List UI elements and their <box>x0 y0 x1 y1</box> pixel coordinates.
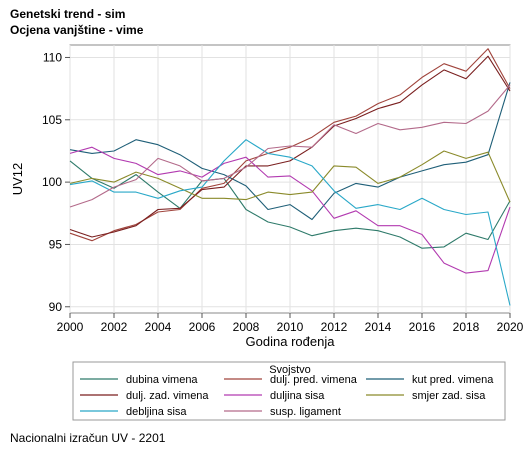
legend-item: dulj. zad. vimena <box>80 390 209 402</box>
legend-label: kut pred. vimena <box>412 374 494 386</box>
axes: 2000 2002 2004 2006 2008 2010 2012 2014 2016 2018… <box>42 50 524 334</box>
x-tick-label: 2008 <box>233 320 260 334</box>
y-axis-title: UV12 <box>10 163 25 196</box>
series-line-kut-pred-vimena <box>69 82 511 221</box>
series-line-smjer-zad-sisa <box>69 150 511 203</box>
x-tick-label: 2004 <box>145 320 172 334</box>
legend-item: kut pred. vimena <box>366 374 494 386</box>
legend-label: smjer zad. sisa <box>412 390 486 402</box>
series-line-susp-ligament <box>69 84 511 208</box>
legend-title: Svojstvo <box>269 364 311 376</box>
legend-label: dulj. zad. vimena <box>126 390 209 402</box>
y-tick-label: 105 <box>42 113 62 127</box>
series-line-duljina-sisa <box>69 146 511 274</box>
series-line-debljina-sisa <box>69 139 511 306</box>
chart-subtitle: Ocjena vanjštine - vime <box>10 23 144 37</box>
legend-item: dulj. pred. vimena <box>224 374 358 386</box>
legend-label: dubina vimena <box>126 374 198 386</box>
series-line-dulj-zad-vimena <box>69 55 511 238</box>
x-axis-title: Godina rođenja <box>246 334 336 349</box>
x-tick-label: 2014 <box>365 320 392 334</box>
legend-item: smjer zad. sisa <box>366 390 486 402</box>
legend-label: duljina sisa <box>270 390 325 402</box>
footer-note: Nacionalni izračun UV - 2201 <box>10 431 166 445</box>
y-tick-label: 95 <box>49 237 63 251</box>
legend-item: dubina vimena <box>80 374 198 386</box>
x-tick-label: 2018 <box>453 320 480 334</box>
x-tick-label: 2000 <box>57 320 84 334</box>
chart-title: Genetski trend - sim <box>10 7 126 21</box>
legend-item: debljina sisa <box>80 406 187 418</box>
x-tick-label: 2010 <box>277 320 304 334</box>
series-lines <box>69 48 511 306</box>
legend-item: duljina sisa <box>224 390 325 402</box>
y-tick-label: 90 <box>49 300 63 314</box>
legend-label: dulj. pred. vimena <box>270 374 358 386</box>
chart-title-block: Genetski trend - sim Ocjena vanjštine - … <box>10 6 143 38</box>
legend-box <box>72 361 506 421</box>
x-tick-label: 2020 <box>497 320 524 334</box>
x-tick-label: 2016 <box>409 320 436 334</box>
legend: dubina vimena dulj. pred. vimena kut pred.… <box>80 374 494 418</box>
legend-label: debljina sisa <box>126 406 187 418</box>
legend-label: susp. ligament <box>270 406 341 418</box>
x-tick-label: 2002 <box>101 320 128 334</box>
series-line-dubina-vimena <box>69 160 511 249</box>
legend-item: susp. ligament <box>224 406 341 418</box>
y-tick-label: 110 <box>43 50 62 64</box>
x-tick-label: 2006 <box>189 320 216 334</box>
y-tick-label: 100 <box>42 175 62 189</box>
x-tick-label: 2012 <box>321 320 348 334</box>
